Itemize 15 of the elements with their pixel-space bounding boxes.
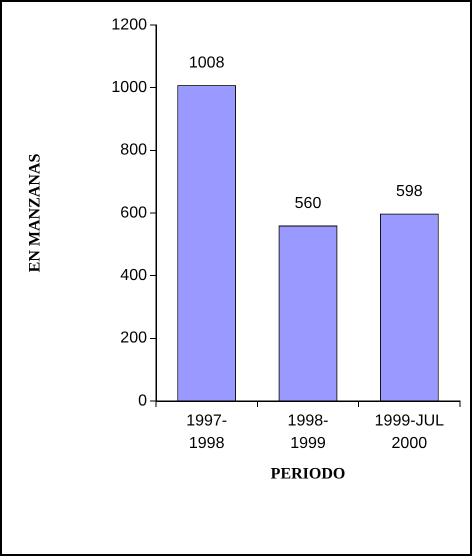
y-tick-label: 800 <box>120 142 148 159</box>
data-label: 598 <box>396 183 423 200</box>
x-tick-label: 1998-1999 <box>288 412 328 452</box>
y-tick-label: 600 <box>120 204 148 222</box>
x-tick-label: 1997-1998 <box>186 412 228 452</box>
data-label: 1008 <box>188 54 225 72</box>
x-tick-label: 1999-JUL 2000 <box>374 412 444 452</box>
data-label: 560 <box>294 194 322 212</box>
y-tick-label: 400 <box>120 267 148 284</box>
y-axis-title: EN MANZANAS <box>26 154 44 272</box>
x-axis-title: PERIODO <box>270 466 346 483</box>
y-tick-label: 1200 <box>111 16 148 34</box>
y-tick-label: 0 <box>138 392 148 410</box>
y-tick-label: 200 <box>120 330 148 347</box>
y-tick-label: 1000 <box>111 79 148 96</box>
